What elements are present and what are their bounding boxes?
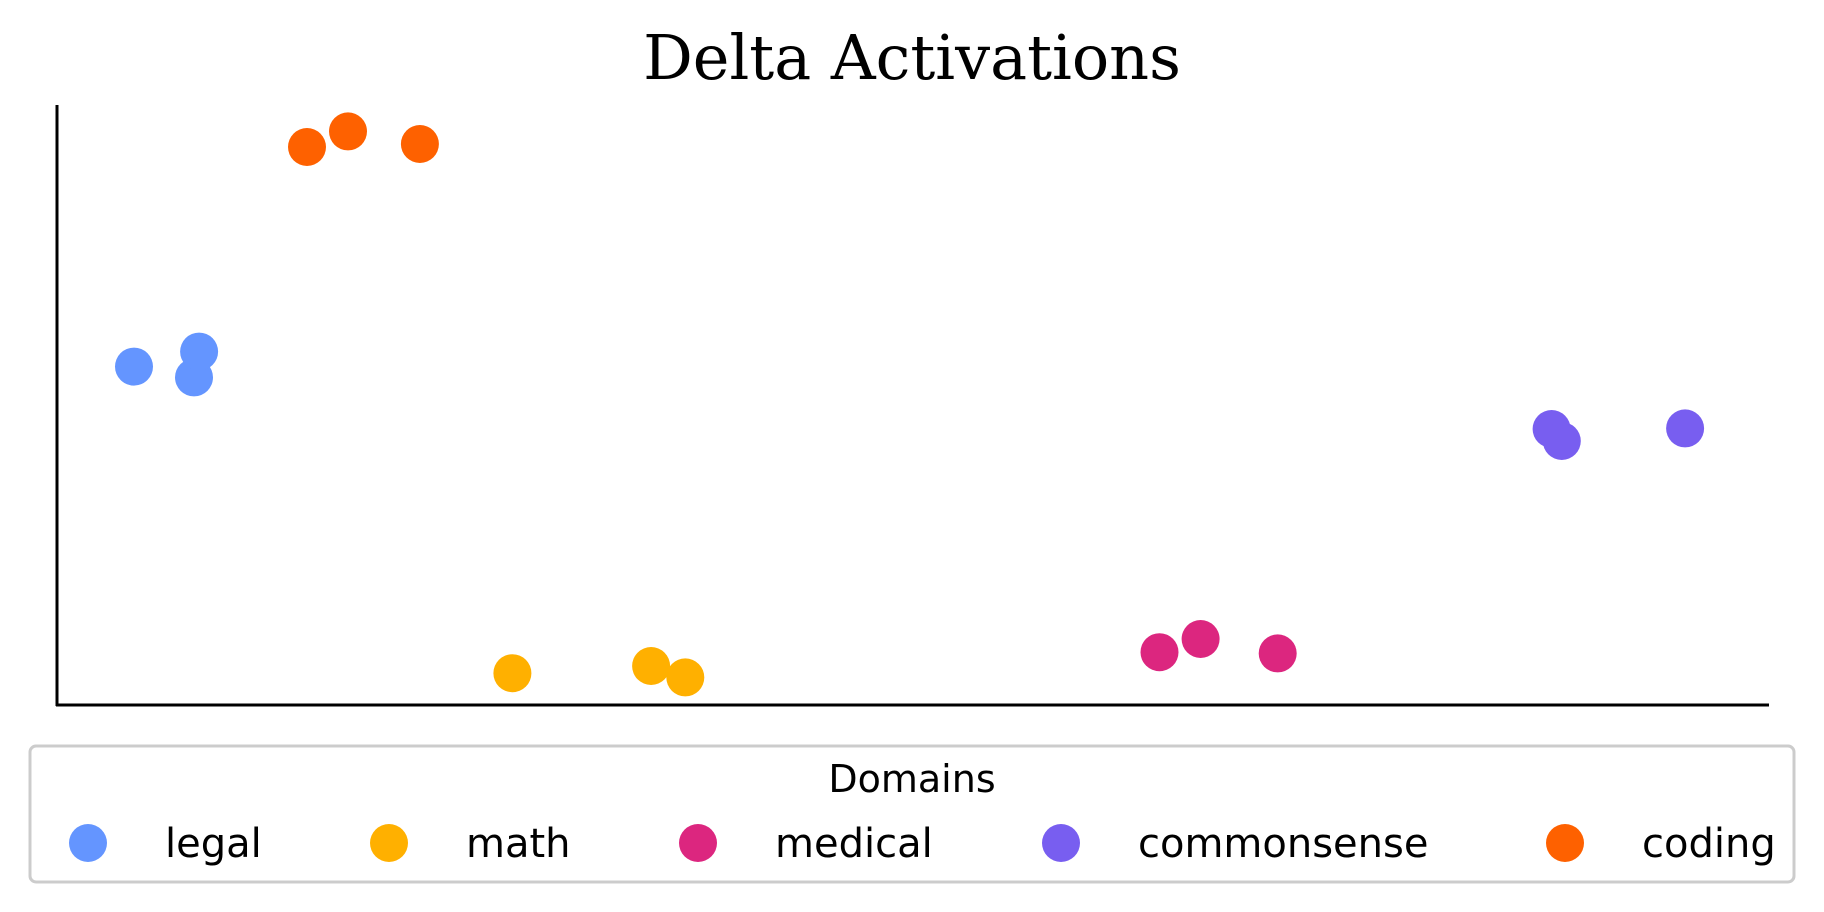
legend-title: Domains [828,757,995,801]
legend-marker-commonsense [1042,824,1080,862]
legend-items: legal math medical commonsense coding [69,821,1776,867]
legend-marker-math [370,824,408,862]
point-legal-1 [115,347,153,386]
point-medical-1 [1140,633,1179,672]
chart-title: Delta Activations [643,21,1181,94]
point-commonsense-2 [1542,422,1581,460]
point-math-2 [632,647,671,685]
legend-label-legal: legal [165,821,262,867]
point-math-1 [493,654,532,693]
legend-marker-medical [679,824,717,862]
legend-frame [28,744,1796,884]
data-points [115,112,1705,697]
point-coding-3 [400,125,439,163]
point-math-3 [666,658,705,697]
legend-label-commonsense: commonsense [1138,821,1428,867]
point-commonsense-3 [1666,409,1705,448]
legend: Domains legal math medical commonsense codin… [28,744,1796,884]
legend-label-medical: medical [775,821,933,867]
point-coding-2 [329,112,367,151]
legend-marker-coding [1546,824,1584,862]
point-legal-3 [180,332,219,371]
legend-label-coding: coding [1642,821,1776,867]
legend-marker-legal [69,824,107,862]
plot-area [55,105,1769,707]
point-medical-2 [1181,620,1220,658]
legend-label-math: math [466,821,571,867]
point-medical-3 [1258,634,1297,673]
point-coding-1 [288,128,326,166]
